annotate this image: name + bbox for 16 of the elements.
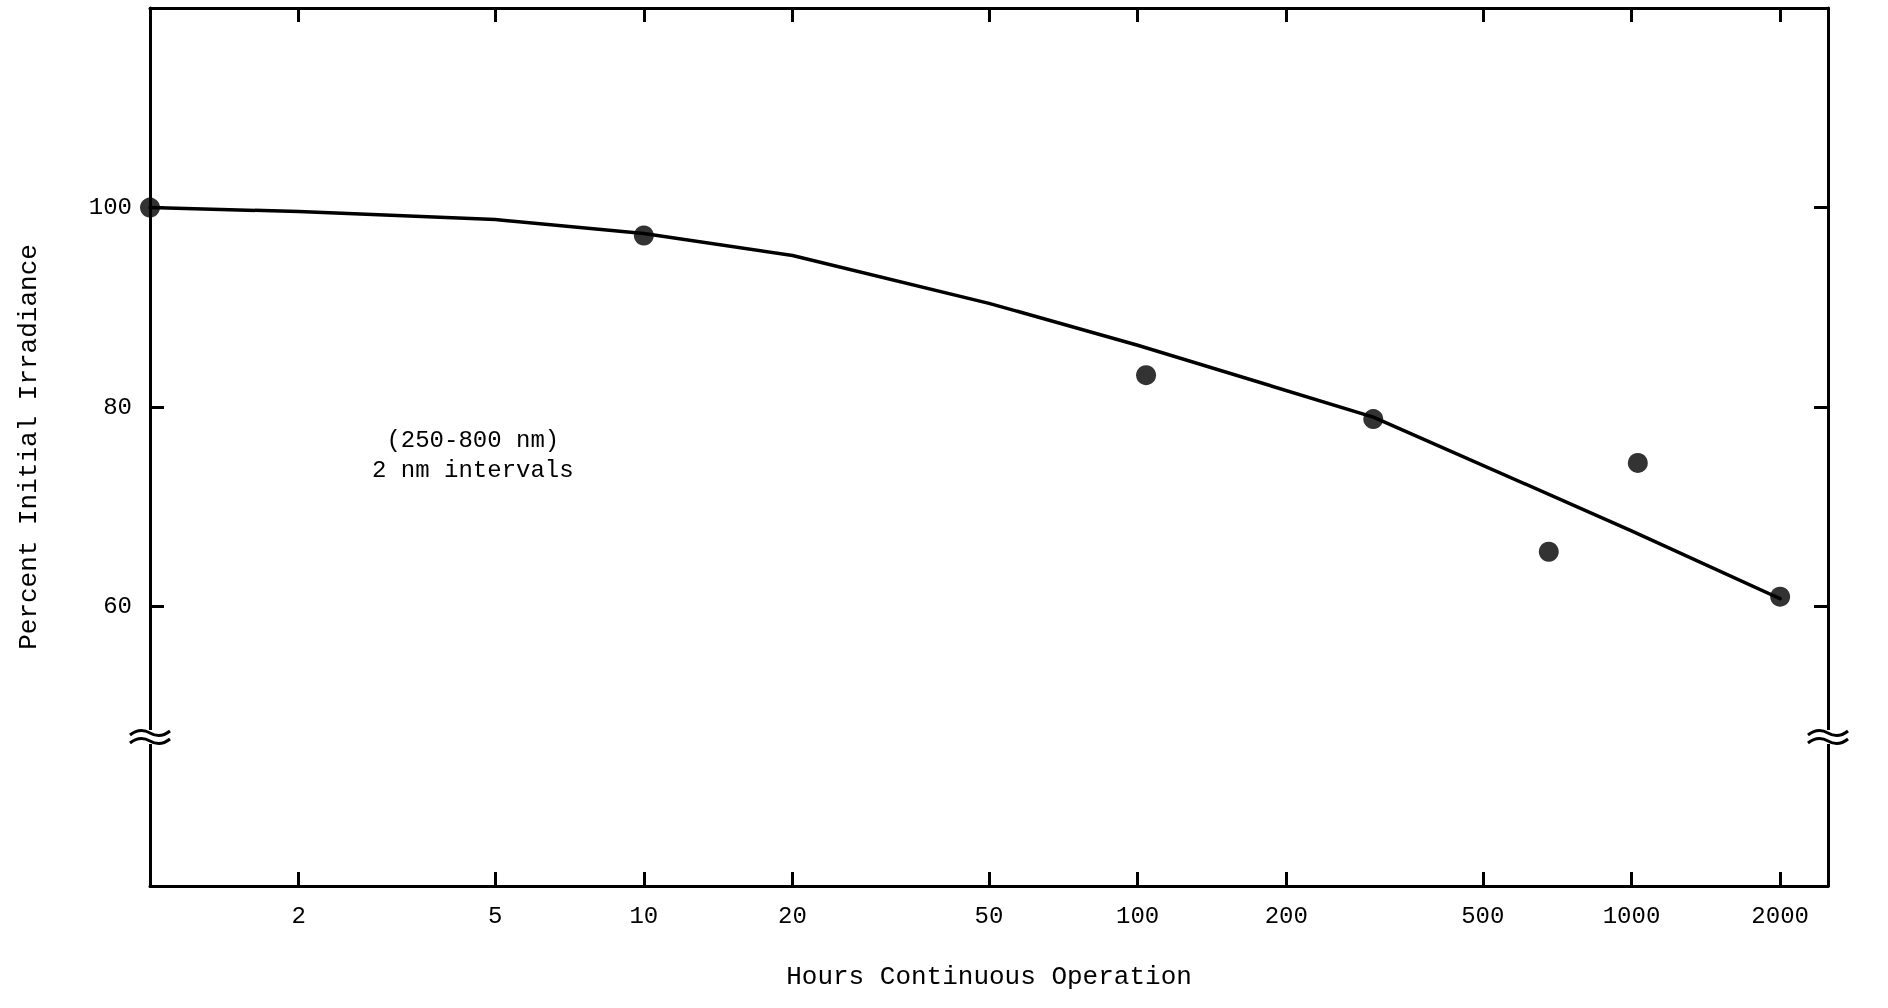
y-axis-title: Percent Initial Irradiance	[14, 244, 44, 650]
x-tick-label: 2	[291, 902, 306, 930]
x-tick-label: 100	[1116, 902, 1160, 930]
x-tick-label: 20	[778, 902, 807, 930]
x-tick-label: 50	[974, 902, 1004, 930]
x-tick-label: 5	[487, 902, 503, 930]
y-tick-label: 80	[103, 393, 132, 421]
annotation: (250-800 nm) 2 nm intervals	[372, 426, 574, 484]
x-tick-label: 500	[1461, 902, 1505, 930]
y-tick-label: 100	[88, 194, 132, 222]
x-tick-label: 1000	[1602, 902, 1661, 930]
y-tick-label: 60	[103, 593, 132, 621]
x-axis-title: Hours Continuous Operation	[786, 962, 1192, 992]
x-tick-label: 200	[1264, 902, 1308, 930]
x-tick-label: 2000	[1751, 902, 1809, 930]
x-tick-label: 10	[629, 902, 659, 930]
